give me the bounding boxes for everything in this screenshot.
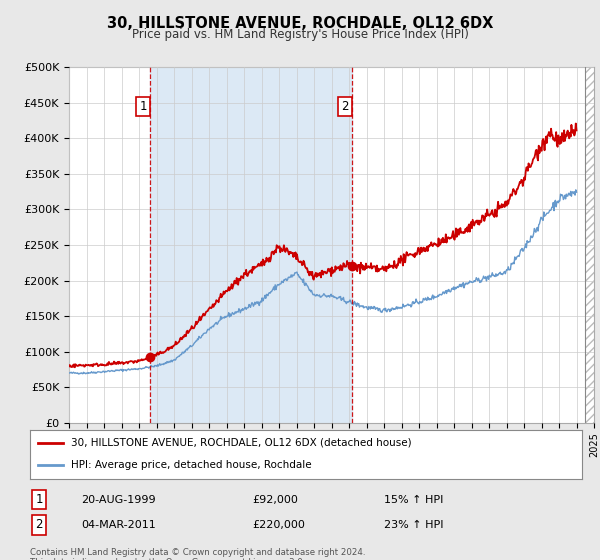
- Text: 30, HILLSTONE AVENUE, ROCHDALE, OL12 6DX (detached house): 30, HILLSTONE AVENUE, ROCHDALE, OL12 6DX…: [71, 438, 412, 448]
- Text: 04-MAR-2011: 04-MAR-2011: [81, 520, 156, 530]
- Text: 2: 2: [35, 518, 43, 531]
- Text: 2: 2: [341, 100, 349, 113]
- Text: 1: 1: [35, 493, 43, 506]
- Text: 23% ↑ HPI: 23% ↑ HPI: [384, 520, 443, 530]
- Text: 20-AUG-1999: 20-AUG-1999: [81, 494, 155, 505]
- Text: £92,000: £92,000: [252, 494, 298, 505]
- Text: £220,000: £220,000: [252, 520, 305, 530]
- Text: Price paid vs. HM Land Registry's House Price Index (HPI): Price paid vs. HM Land Registry's House …: [131, 28, 469, 41]
- Bar: [585, 67, 594, 423]
- Bar: [585, 67, 594, 423]
- Bar: [150, 67, 352, 423]
- Text: 15% ↑ HPI: 15% ↑ HPI: [384, 494, 443, 505]
- Text: HPI: Average price, detached house, Rochdale: HPI: Average price, detached house, Roch…: [71, 460, 312, 470]
- Text: Contains HM Land Registry data © Crown copyright and database right 2024.
This d: Contains HM Land Registry data © Crown c…: [30, 548, 365, 560]
- Text: 1: 1: [139, 100, 147, 113]
- Text: 30, HILLSTONE AVENUE, ROCHDALE, OL12 6DX: 30, HILLSTONE AVENUE, ROCHDALE, OL12 6DX: [107, 16, 493, 31]
